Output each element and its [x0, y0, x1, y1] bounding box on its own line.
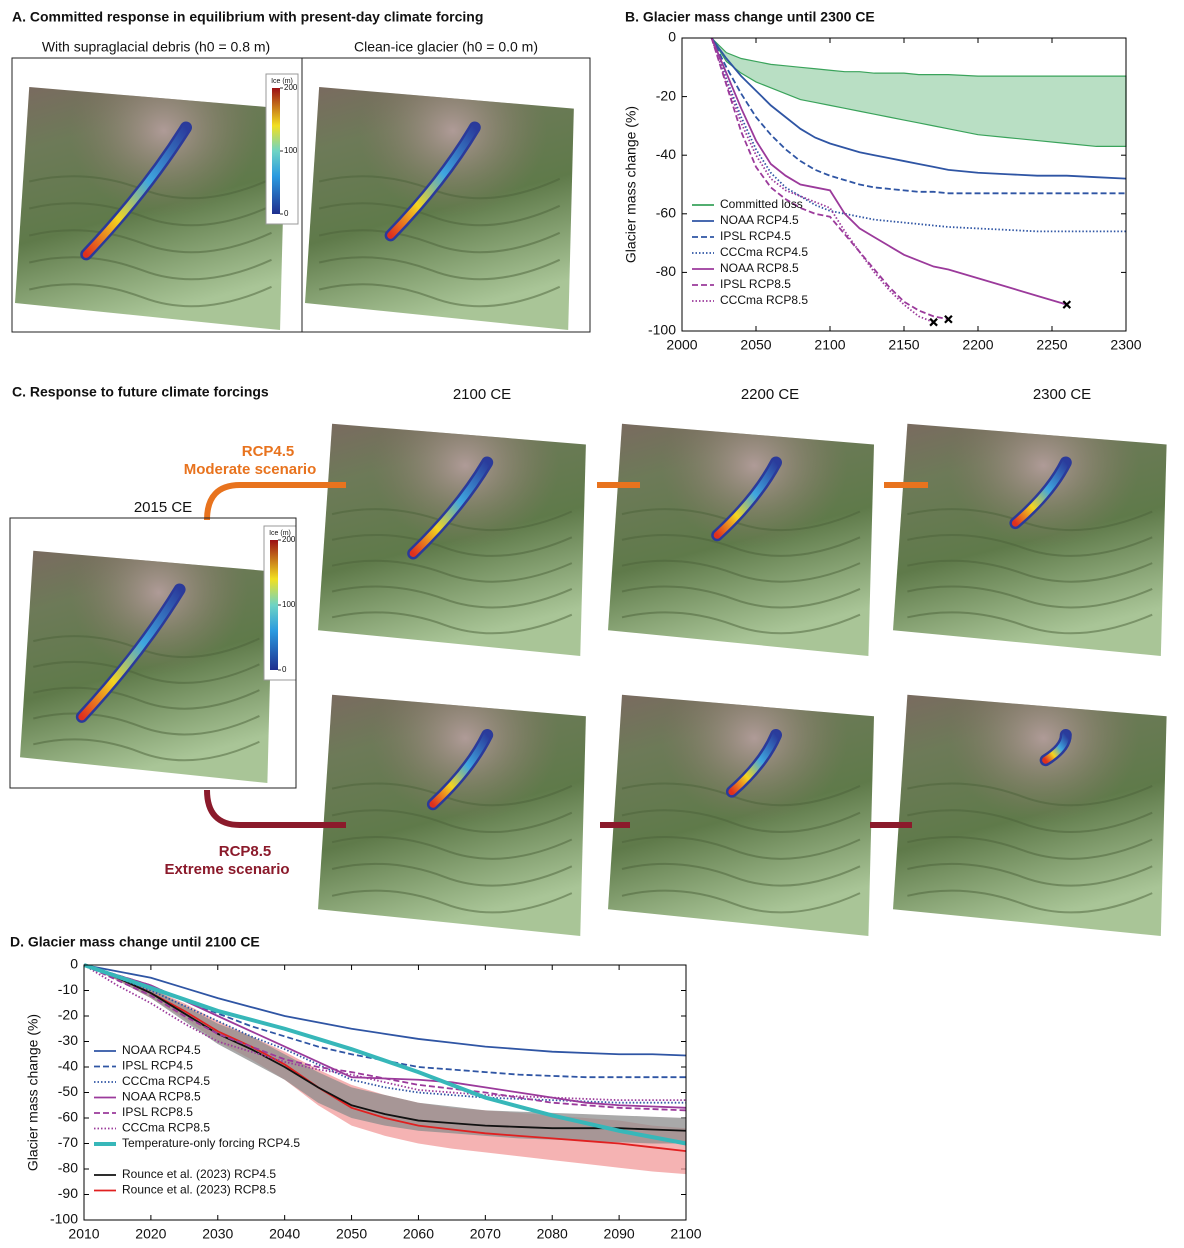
colorbar-tick-label: 0: [282, 665, 287, 674]
colorbar-tick-label: 0: [284, 209, 289, 218]
terrain-ridge: [893, 424, 1167, 656]
chart-title: B. Glacier mass change until 2300 CE: [625, 9, 875, 25]
legend-label: NOAA RCP4.5: [720, 213, 799, 227]
legend-label: Temperature-only forcing RCP4.5: [122, 1136, 300, 1150]
colorbar-tick-label: 100: [282, 600, 296, 609]
terrain-ridge: [608, 424, 874, 656]
series-line: [84, 965, 686, 1110]
y-tick-label: -70: [58, 1134, 78, 1150]
x-tick-label: 2050: [740, 337, 771, 353]
x-tick-label: 2040: [269, 1226, 300, 1242]
x-tick-label: 2000: [666, 337, 697, 353]
x-tick-label: 2300: [1110, 337, 1141, 353]
x-tick-label: 2150: [888, 337, 919, 353]
x-tick-label: 2100: [670, 1226, 701, 1242]
y-tick-label: -40: [58, 1058, 78, 1074]
legend-label: IPSL RCP8.5: [720, 277, 791, 291]
legend-label: NOAA RCP8.5: [122, 1090, 201, 1104]
column-label: 2300 CE: [1033, 386, 1091, 403]
legend-label: Committed loss: [720, 197, 803, 211]
colorbar-tick-label: 100: [284, 146, 298, 155]
x-tick-label: 2030: [202, 1226, 233, 1242]
terrain-ridge: [15, 87, 286, 330]
y-tick-label: -60: [58, 1109, 78, 1125]
y-tick-label: -80: [656, 263, 676, 279]
legend-label: CCCma RCP8.5: [122, 1121, 210, 1135]
panel-subtitle: With supraglacial debris (h0 = 0.8 m): [42, 39, 270, 55]
colorbar-tick-label: 200: [284, 83, 298, 92]
x-tick-label: 2070: [470, 1226, 501, 1242]
legend-label: IPSL RCP8.5: [122, 1105, 193, 1119]
end-marker: [930, 319, 937, 326]
terrain-ridge: [20, 551, 273, 783]
x-tick-label: 2090: [604, 1226, 635, 1242]
x-tick-label: 2080: [537, 1226, 568, 1242]
y-tick-label: -60: [656, 205, 676, 221]
y-axis-label: Glacier mass change (%): [623, 106, 639, 263]
column-label: 2100 CE: [453, 386, 511, 403]
legend-label: CCCma RCP8.5: [720, 293, 808, 307]
terrain-ridge: [318, 424, 586, 656]
x-tick-label: 2100: [814, 337, 845, 353]
scenario-name: RCP8.5: [219, 843, 272, 860]
scenario-description: Extreme scenario: [164, 861, 289, 878]
column-label: 2200 CE: [741, 386, 799, 403]
x-tick-label: 2020: [135, 1226, 166, 1242]
y-tick-label: -80: [58, 1160, 78, 1176]
scenario-description: Moderate scenario: [184, 461, 317, 478]
band: [712, 38, 1126, 146]
panel-title: A. Committed response in equilibrium wit…: [12, 9, 483, 25]
y-tick-label: -100: [648, 322, 676, 338]
panel-title: C. Response to future climate forcings: [12, 384, 269, 400]
y-tick-label: -20: [58, 1007, 78, 1023]
x-tick-label: 2060: [403, 1226, 434, 1242]
y-tick-label: -30: [58, 1032, 78, 1048]
panel-subtitle: Clean-ice glacier (h0 = 0.0 m): [354, 39, 538, 55]
terrain-ridge: [318, 695, 586, 936]
start-label: 2015 CE: [134, 499, 192, 516]
chart-title: D. Glacier mass change until 2100 CE: [10, 934, 260, 950]
figure: Ice (m)0100200Ice (m)0100200 A. Committe…: [0, 0, 1184, 1243]
legend-label: CCCma RCP4.5: [720, 245, 808, 259]
legend-label: CCCma RCP4.5: [122, 1074, 210, 1088]
y-tick-label: -90: [58, 1185, 78, 1201]
y-axis-label: Glacier mass change (%): [25, 1014, 41, 1171]
y-tick-label: 0: [668, 29, 676, 45]
legend-label: Rounce et al. (2023) RCP8.5: [122, 1183, 276, 1197]
colorbar: [272, 88, 280, 214]
legend-label: NOAA RCP8.5: [720, 261, 799, 275]
terrain-ridge: [893, 695, 1167, 936]
colorbar: [270, 540, 278, 670]
colorbar-tick-label: 200: [282, 535, 296, 544]
x-tick-label: 2200: [962, 337, 993, 353]
scenario-connector: [207, 485, 346, 520]
legend-label: IPSL RCP4.5: [720, 229, 791, 243]
y-tick-label: -10: [58, 981, 78, 997]
y-tick-label: -50: [58, 1083, 78, 1099]
y-tick-label: 0: [70, 956, 78, 972]
x-tick-label: 2050: [336, 1226, 367, 1242]
terrain-ridge: [305, 87, 574, 330]
scenario-name: RCP4.5: [242, 443, 295, 460]
legend-label: NOAA RCP4.5: [122, 1043, 201, 1057]
y-tick-label: -20: [656, 87, 676, 103]
legend-label: IPSL RCP4.5: [122, 1059, 193, 1073]
x-tick-label: 2250: [1036, 337, 1067, 353]
terrain-ridge: [608, 695, 874, 936]
legend-label: Rounce et al. (2023) RCP4.5: [122, 1167, 276, 1181]
y-tick-label: -100: [50, 1211, 78, 1227]
y-tick-label: -40: [656, 146, 676, 162]
x-tick-label: 2010: [68, 1226, 99, 1242]
